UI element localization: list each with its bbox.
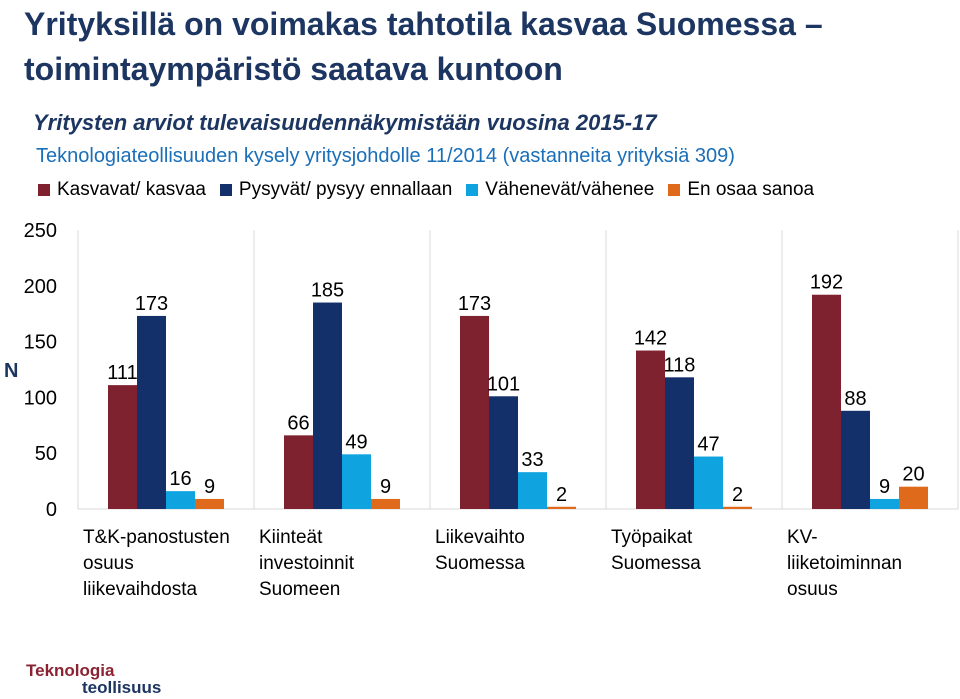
bar (489, 396, 518, 509)
legend-swatch (38, 184, 50, 196)
x-tick-label-line: Suomessa (611, 553, 701, 574)
data-label: 20 (902, 464, 924, 486)
data-label: 88 (844, 388, 866, 410)
bar (342, 454, 371, 509)
legend-label: Pysyvät/ pysyy ennallaan (238, 179, 453, 200)
data-label: 185 (311, 280, 344, 302)
y-axis-label: N (4, 360, 18, 382)
legend-label: En osaa sanoa (687, 179, 815, 200)
x-tick-label-line: Suomeen (259, 579, 340, 600)
x-tick-label: Kiinteät investoinnit Suomeen (259, 527, 355, 600)
bar (636, 350, 665, 509)
x-tick-label-line: osuus (787, 579, 838, 600)
data-label: 101 (487, 373, 520, 395)
data-label: 66 (287, 412, 309, 434)
bar (195, 498, 224, 509)
y-tick-label: 250 (24, 220, 57, 242)
x-tick-label-line: Kiinteät (259, 527, 323, 548)
bar (137, 315, 166, 509)
data-label: 2 (556, 484, 567, 506)
x-tick-label-line: Työpaikat (611, 527, 693, 548)
x-tick-label-line: KV- (787, 527, 818, 548)
data-label: 142 (634, 328, 667, 350)
bar (841, 410, 870, 509)
x-tick-label: KV-liiketoiminnan osuus (787, 527, 902, 600)
data-label: 192 (810, 272, 843, 294)
bar-chart: 0 50 100 150 200 250 N 111 66 173 142 192 173 185 101 1… (4, 220, 959, 600)
slide-title: Yrityksillä on voimakas tahtotila kasvaa… (24, 6, 823, 87)
legend-label: Kasvavat/ kasvaa (57, 179, 206, 200)
bar (313, 302, 342, 509)
y-tick-label: 100 (24, 387, 57, 409)
data-label: 33 (521, 449, 543, 471)
y-tick-label: 150 (24, 332, 57, 354)
data-label: 111 (107, 362, 137, 384)
x-tick-label-line: Suomessa (435, 553, 525, 574)
x-tick-label-line: osuus (83, 553, 134, 574)
bar (723, 506, 752, 509)
data-label: 173 (135, 293, 168, 315)
x-tick-label: Työpaikat Suomessa (611, 527, 701, 574)
x-tick-label-line: Liikevaihto (435, 527, 525, 548)
legend-swatch (466, 184, 479, 196)
bar (460, 315, 489, 509)
bar (371, 498, 400, 509)
bar (899, 486, 928, 509)
chart-subtitle: Teknologiateollisuuden kysely yritysjohd… (36, 145, 735, 167)
data-label: 16 (169, 468, 191, 490)
x-tick-label: Liikevaihto Suomessa (435, 527, 525, 574)
legend-item-en-osaa: En osaa sanoa (668, 179, 814, 201)
y-tick-label: 50 (35, 443, 57, 465)
bar (518, 472, 547, 509)
data-label: 173 (458, 293, 491, 315)
x-tick-label-line: T&K-panostusten (83, 527, 230, 548)
logo-line-2: teollisuus (82, 678, 162, 697)
bar (547, 506, 576, 509)
legend-swatch (219, 184, 232, 196)
bar (694, 456, 723, 509)
y-tick-label: 0 (46, 499, 57, 521)
logo-line-1: Teknologia (26, 661, 115, 680)
data-label: 9 (879, 476, 890, 498)
data-label: 9 (380, 476, 391, 498)
chart-title: Yritysten arviot tulevaisuudennäkymistää… (33, 110, 657, 135)
y-tick-label: 200 (24, 276, 57, 298)
chart-legend: Kasvavat/ kasvaa Pysyvät/ pysyy ennallaa… (38, 178, 828, 202)
x-tick-label-line: investoinnit (259, 553, 355, 574)
legend-item-vahenevat: Vähenevät/vähenee (466, 179, 654, 201)
data-label: 49 (345, 431, 367, 453)
data-label: 47 (697, 434, 719, 456)
bar (665, 377, 694, 509)
data-label: 118 (664, 354, 696, 376)
legend-label: Vähenevät/vähenee (485, 179, 655, 200)
data-label: 2 (732, 484, 743, 506)
bar (166, 491, 195, 509)
data-label: 9 (204, 476, 215, 498)
bar (284, 435, 313, 509)
x-tick-label: T&K-panostusten osuus liikevaihdosta (83, 527, 230, 600)
legend-swatch (668, 184, 681, 196)
bar (812, 294, 841, 509)
x-tick-label-line: liikevaihdosta (83, 579, 197, 600)
legend-item-pysyvat: Pysyvät/ pysyy ennallaan (219, 179, 453, 201)
x-tick-label-line: liiketoiminnan (787, 553, 902, 574)
bar (870, 498, 899, 509)
bar (108, 385, 137, 509)
teknologiateollisuus-logo: Teknologia teollisuus (26, 662, 161, 696)
legend-item-kasvavat: Kasvavat/ kasvaa (38, 179, 206, 201)
